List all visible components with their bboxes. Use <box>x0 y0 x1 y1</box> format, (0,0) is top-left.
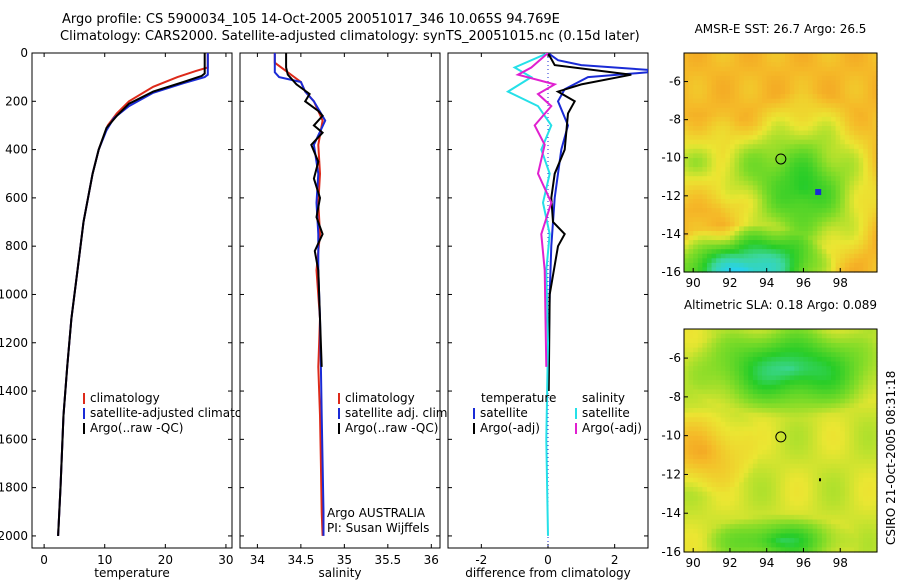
sla-map-title: Altimetric SLA: 0.18 Argo: 0.089 <box>684 298 877 312</box>
salinity-xtick-label: 35 <box>337 553 352 567</box>
sst-map-ytick-label: -16 <box>661 265 681 279</box>
sst-map-argo-marker <box>775 153 787 165</box>
salinity-legend-entry: satellite adj. clim. <box>345 406 451 420</box>
difference-legend-temperature-entry: Argo(-adj) <box>480 421 540 435</box>
sla-map-ytick-label: -16 <box>661 545 681 559</box>
sst-map-xtick-label: 90 <box>686 276 701 290</box>
sla-map-argo-marker <box>775 431 787 443</box>
sla-map-argo-track <box>819 478 822 482</box>
sla-map-axes-frame <box>683 328 878 553</box>
temperature-ytick-label: 1600 <box>0 432 28 446</box>
figure-title-line1: Argo profile: CS 5900034_105 14-Oct-2005… <box>62 12 560 27</box>
salinity-series-argo-raw-qc- <box>285 53 325 367</box>
salinity-panel: 34 34.5 35 35.5 36 salinity climatologysatelli… <box>239 52 451 580</box>
salinity-xtick-label: 35.5 <box>374 553 401 567</box>
sla-map-panel: Altimetric SLA: 0.18 Argo: 0.089 90 92 94 96… <box>661 298 878 570</box>
salinity-xtick-label: 36 <box>424 553 439 567</box>
temperature-panel: 0 10 20 30 0 200 400 600 800 1000 1200 1400 1600 1800… <box>0 46 268 580</box>
temperature-ytick-label: 1800 <box>0 481 28 495</box>
sst-map-heatmap-cells <box>684 53 878 273</box>
temperature-ytick-label: 1200 <box>0 336 28 350</box>
salinity-legend-entry: climatology <box>345 391 415 405</box>
salinity-xtick-label: 34.5 <box>288 553 315 567</box>
temperature-xtick-label: 20 <box>158 553 173 567</box>
difference-series-satellite-temperature <box>547 53 648 343</box>
temperature-xtick-label: 10 <box>97 553 112 567</box>
difference-legend-temperature-entry: satellite <box>480 406 528 420</box>
sst-map-xtick-label: 98 <box>833 276 848 290</box>
temperature-ytick-label: 1400 <box>0 384 28 398</box>
salinity-xtick-label: 34 <box>250 553 265 567</box>
sla-map-ytick-label: -14 <box>661 506 681 520</box>
temperature-series-argo-raw-qc- <box>57 53 206 536</box>
sst-map-ytick-label: -10 <box>661 151 681 165</box>
sst-map-xtick-label: 96 <box>796 276 811 290</box>
temperature-ytick-label: 400 <box>5 143 28 157</box>
sst-map-axes-frame <box>683 52 878 273</box>
difference-series-argo-adj--salinity <box>515 53 558 367</box>
sst-map-ytick-label: -14 <box>661 227 681 241</box>
temperature-ytick-label: 600 <box>5 191 28 205</box>
temperature-legend-entry: satellite-adjusted climatology <box>90 406 268 420</box>
salinity-legend-entry: Argo(..raw -QC) <box>345 421 438 435</box>
temperature-axes-frame <box>31 52 233 549</box>
salinity-annotation-line2: PI: Susan Wijffels <box>327 521 429 535</box>
sst-map-panel: AMSR-E SST: 26.7 Argo: 26.5 90 92 94 96 98 -6 -… <box>661 22 878 290</box>
temperature-legend-entry: Argo(..raw -QC) <box>90 421 183 435</box>
sla-map-xtick-label: 98 <box>833 556 848 570</box>
sst-map-xtick-label: 92 <box>722 276 737 290</box>
difference-series-argo-adj--temperature <box>547 53 632 392</box>
figure-title-line2: Climatology: CARS2000. Satellite-adjuste… <box>60 29 640 44</box>
temperature-ytick-label: 200 <box>5 94 28 108</box>
difference-xlabel: difference from climatology <box>465 566 631 580</box>
salinity-series-climatology <box>273 53 324 536</box>
sst-map-argo-track <box>815 189 822 196</box>
sst-map-title: AMSR-E SST: 26.7 Argo: 26.5 <box>695 22 867 36</box>
sst-map-ytick-label: -8 <box>669 113 681 127</box>
sla-map-heatmap-cells <box>684 329 878 553</box>
sla-map-xtick-label: 90 <box>686 556 701 570</box>
difference-xtick-label: 0 <box>544 553 552 567</box>
sst-map-xtick-label: 94 <box>759 276 774 290</box>
sla-map-xtick-label: 96 <box>796 556 811 570</box>
sla-map-ytick-label: -8 <box>669 390 681 404</box>
difference-xtick-label: 2 <box>611 553 619 567</box>
salinity-xlabel: salinity <box>318 566 361 580</box>
temperature-ytick-label: 800 <box>5 239 28 253</box>
sla-map-ytick-label: -12 <box>661 467 681 481</box>
difference-legend-header-temperature: temperature <box>481 391 556 405</box>
temperature-legend-entry: climatology <box>90 391 160 405</box>
sla-map-ytick-label: -6 <box>669 351 681 365</box>
difference-xtick-label: -2 <box>475 553 487 567</box>
sst-map-ytick-label: -6 <box>669 75 681 89</box>
temperature-ytick-label: 1000 <box>0 287 28 301</box>
difference-legend-salinity-entry: satellite <box>582 406 630 420</box>
sla-map-xtick-label: 92 <box>722 556 737 570</box>
salinity-annotation-line1: Argo AUSTRALIA <box>327 506 426 520</box>
temperature-xlabel: temperature <box>94 566 169 580</box>
sst-map-ytick-label: -12 <box>661 189 681 203</box>
salinity-axes-frame <box>239 52 441 549</box>
difference-series-satellite-salinity <box>505 53 553 536</box>
temperature-xtick-label: 0 <box>40 553 48 567</box>
difference-legend-salinity-entry: Argo(-adj) <box>582 421 642 435</box>
sla-map-xtick-label: 94 <box>759 556 774 570</box>
difference-legend-header-salinity: salinity <box>582 391 625 405</box>
temperature-ytick-label: 0 <box>20 46 28 60</box>
sla-map-ytick-label: -10 <box>661 429 681 443</box>
temperature-xtick-label: 30 <box>218 553 233 567</box>
temperature-ytick-label: 2000 <box>0 529 28 543</box>
